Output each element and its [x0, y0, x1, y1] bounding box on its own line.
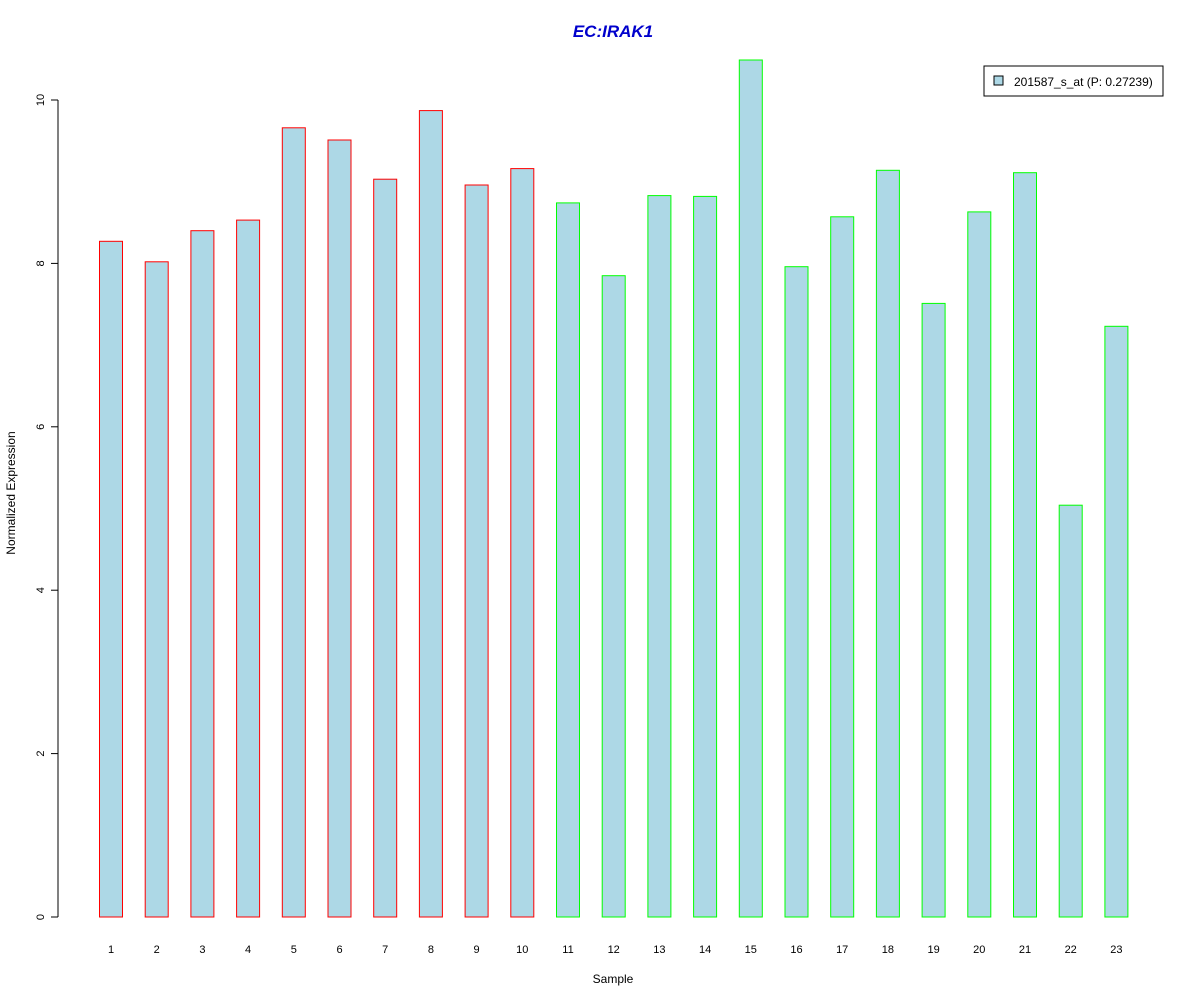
bar-sample-20	[967, 211, 992, 918]
bar-sample-4	[236, 219, 261, 918]
x-tick-label: 5	[291, 944, 297, 956]
bar-sample-22	[1058, 504, 1083, 918]
bar-sample-10	[510, 168, 535, 918]
y-axis-label: Normalized Expression	[4, 431, 18, 554]
x-tick-label: 14	[699, 944, 711, 956]
x-tick-label: 23	[1110, 944, 1122, 956]
bar-sample-23	[1104, 325, 1129, 918]
y-tick-label: 0	[35, 914, 47, 920]
bar-sample-9	[464, 184, 489, 918]
bar-sample-1	[99, 240, 123, 918]
x-tick-labels: 1 2 3 4 5 6 7 8 9 10 11 12 13 14 15 16 17 18 19 20 21 22 23	[108, 944, 1123, 956]
bar-sample-3	[190, 230, 215, 918]
legend-series-label: 201587_s_at (P: 0.27239)	[1014, 75, 1153, 89]
x-tick-label: 1	[108, 944, 114, 956]
x-tick-label: 15	[745, 944, 757, 956]
legend-box	[983, 65, 1164, 97]
bar-sample-19	[921, 302, 946, 918]
bar-sample-13	[647, 195, 672, 918]
legend-swatch	[993, 75, 1004, 86]
y-axis: 0 2 4 6 8 10	[35, 94, 59, 920]
x-tick-label: 13	[653, 944, 665, 956]
x-tick-label: 18	[882, 944, 894, 956]
bar-sample-11	[556, 202, 580, 918]
y-tick-label: 4	[35, 587, 47, 593]
x-tick-label: 19	[927, 944, 939, 956]
bar-sample-7	[373, 178, 398, 918]
x-tick-label: 6	[336, 944, 342, 956]
y-tick-label: 8	[35, 260, 47, 266]
x-tick-label: 7	[382, 944, 388, 956]
legend: 201587_s_at (P: 0.27239)	[983, 65, 1164, 97]
x-tick-label: 21	[1019, 944, 1031, 956]
bar-sample-8	[418, 110, 443, 918]
y-tick-label: 10	[35, 94, 47, 106]
x-tick-label: 16	[790, 944, 802, 956]
bar-sample-2	[144, 261, 169, 918]
bar-sample-6	[327, 139, 352, 918]
x-tick-label: 17	[836, 944, 848, 956]
bar-sample-18	[875, 169, 900, 918]
x-axis-label: Sample	[593, 972, 634, 986]
bar-sample-15	[738, 59, 763, 918]
bar-sample-17	[830, 216, 855, 918]
x-tick-label: 20	[973, 944, 985, 956]
bar-sample-14	[693, 195, 718, 918]
x-tick-label: 11	[562, 944, 573, 956]
x-tick-label: 12	[608, 944, 620, 956]
x-tick-label: 9	[474, 944, 480, 956]
y-tick-label: 6	[35, 424, 47, 430]
bar-sample-21	[1013, 172, 1037, 918]
bars-group	[99, 59, 1129, 918]
x-tick-label: 3	[199, 944, 205, 956]
x-tick-label: 4	[245, 944, 251, 956]
y-tick-label: 2	[35, 751, 47, 757]
bar-sample-12	[601, 275, 626, 918]
chart-title: EC:IRAK1	[573, 22, 653, 41]
bar-sample-16	[784, 266, 809, 918]
bar-sample-5	[281, 127, 306, 918]
x-tick-label: 10	[516, 944, 528, 956]
x-tick-label: 8	[428, 944, 434, 956]
x-tick-label: 2	[154, 944, 160, 956]
x-tick-label: 22	[1065, 944, 1077, 956]
